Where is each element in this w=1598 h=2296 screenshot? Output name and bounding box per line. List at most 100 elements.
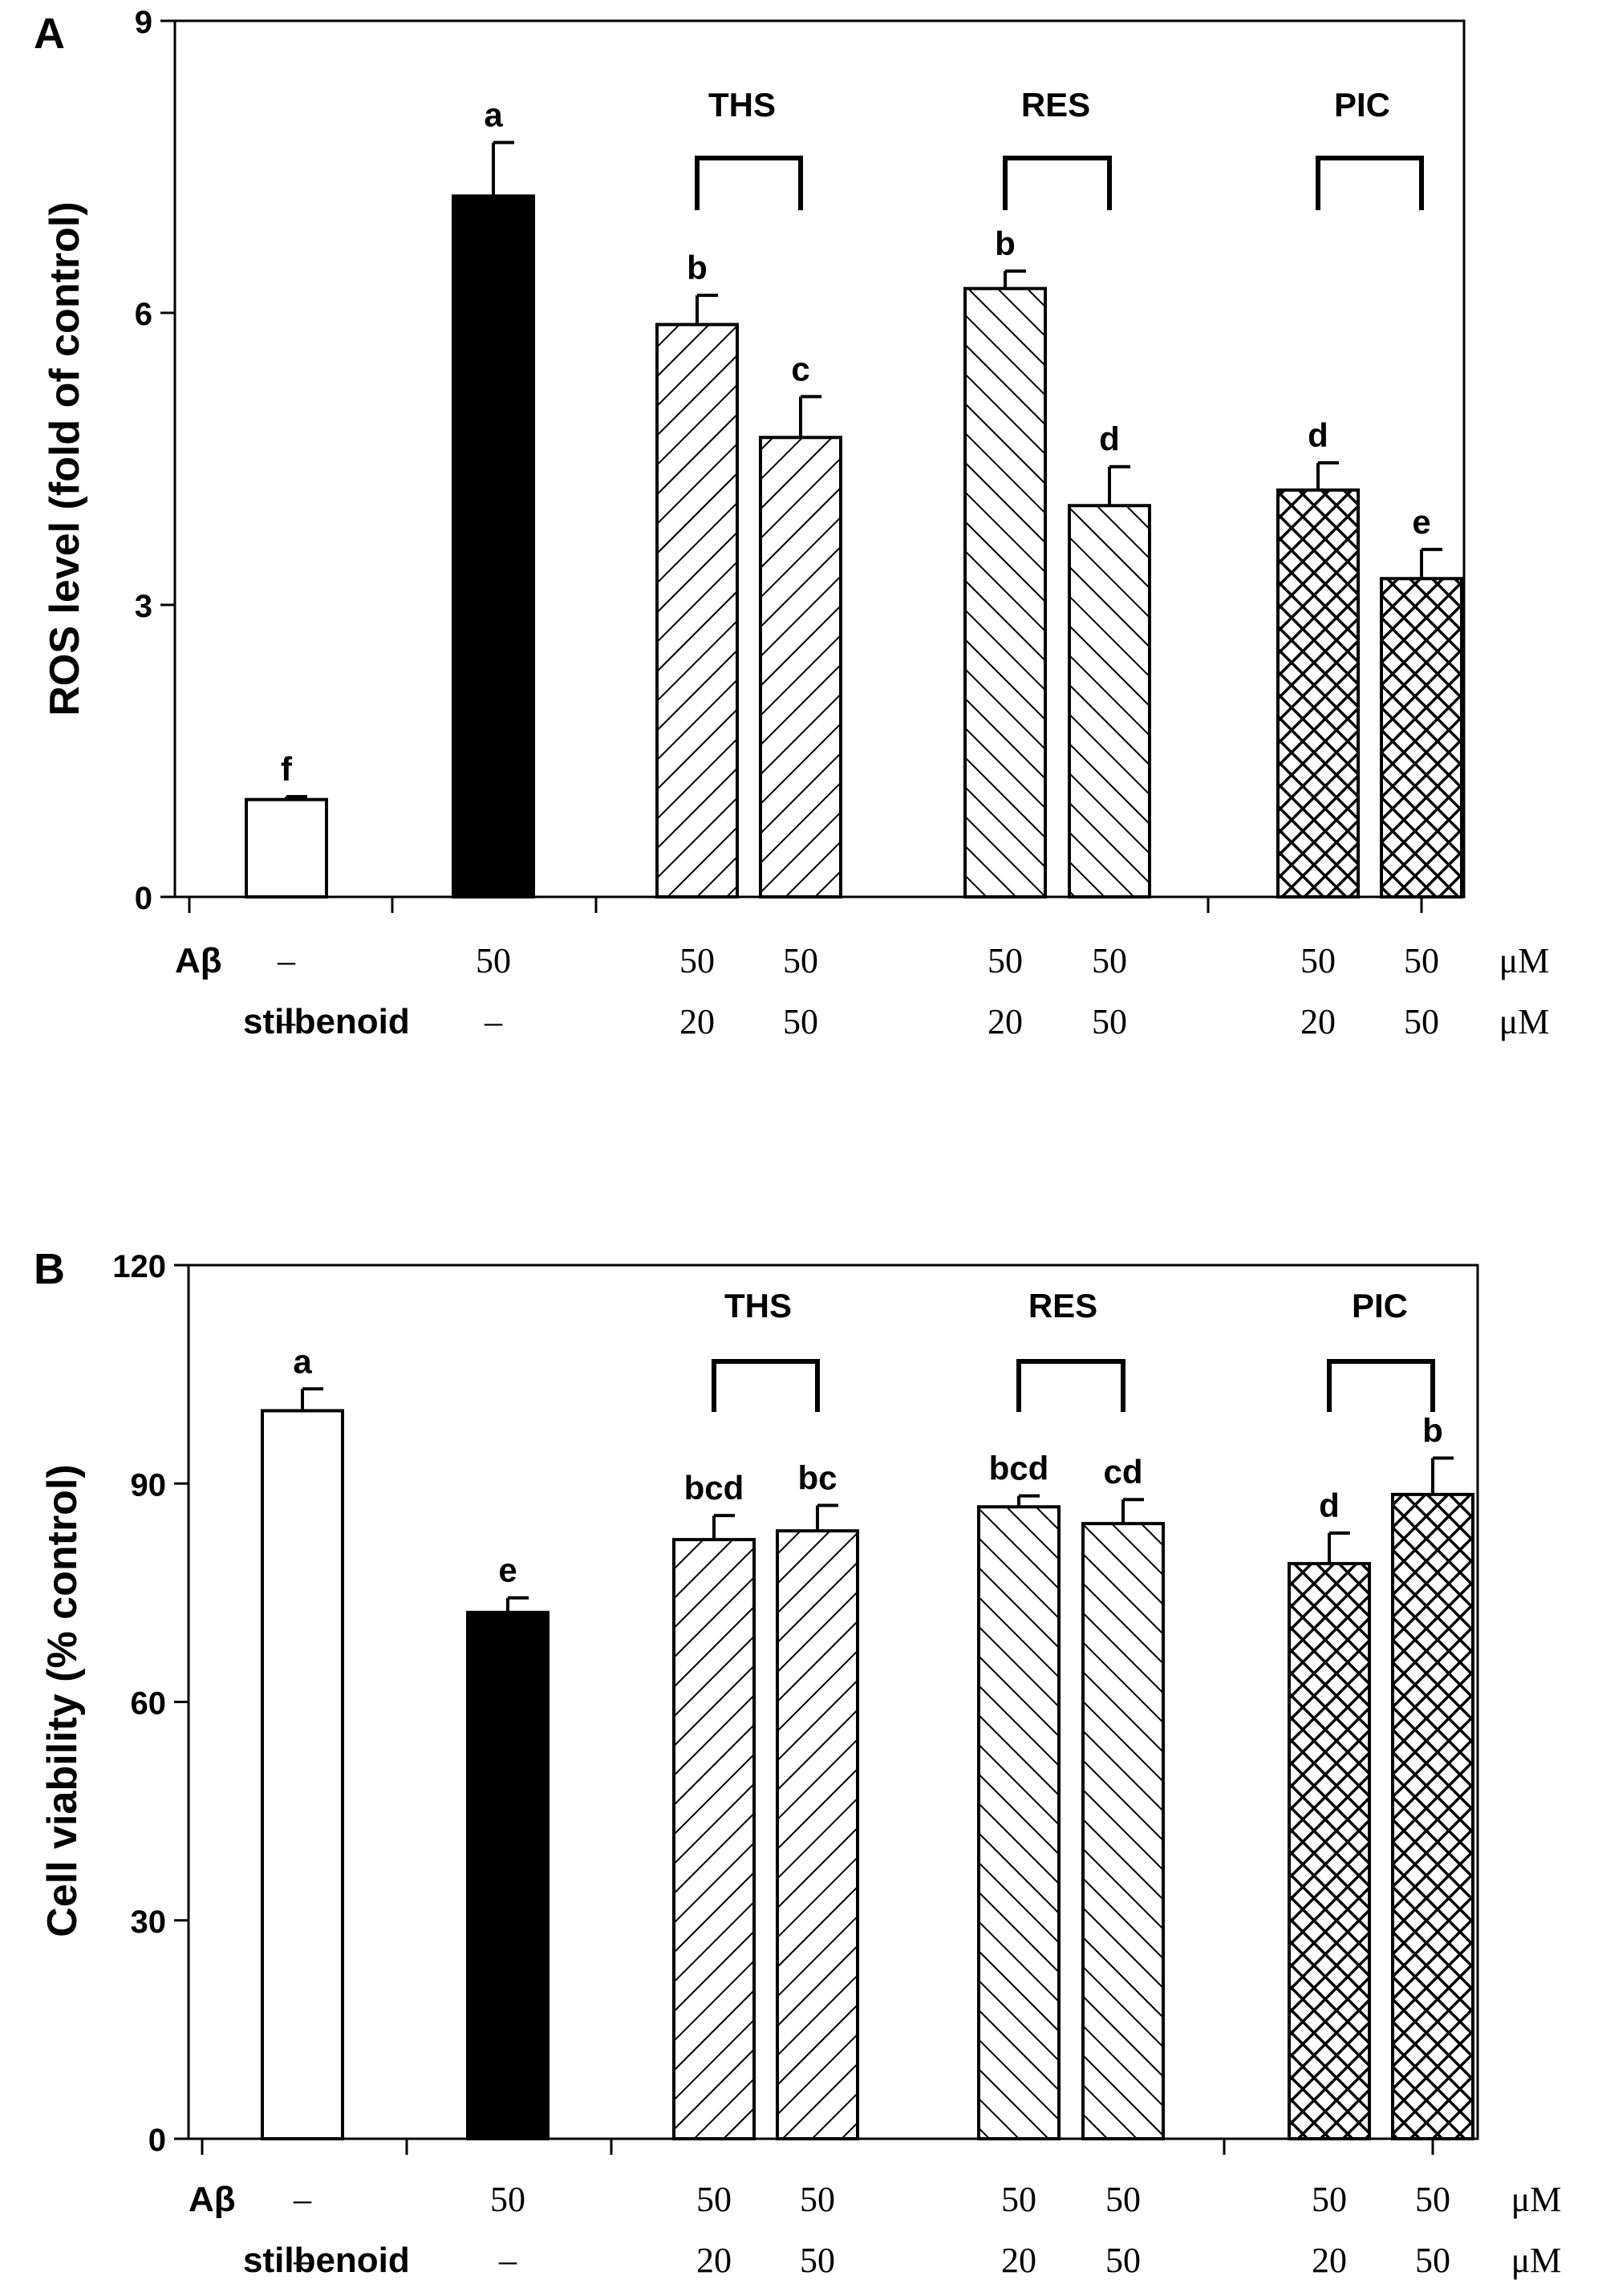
treatment-value: 20 [1300, 1002, 1336, 1041]
y-tick-label: 9 [135, 5, 152, 40]
group-label-pic: PIC [1352, 1287, 1408, 1324]
significance-letters: f a b c b d d e [281, 96, 1431, 788]
bar-2 [466, 1610, 550, 2140]
treatment-value: 50 [1415, 2241, 1450, 2280]
significance-letter-1: f [281, 750, 293, 788]
group-label-pic: PIC [1334, 86, 1390, 124]
treatment-value: 50 [783, 941, 818, 980]
panel-a: A ROS level (fold of control) 0 3 6 9 f a b c b… [34, 5, 1549, 1041]
treatment-value: – [484, 1002, 503, 1041]
y-tick-label: 60 [131, 1686, 167, 1722]
bar-5 [977, 1505, 1061, 2141]
significance-letter-7: d [1308, 416, 1328, 454]
treatment-value: 20 [1312, 2241, 1347, 2280]
y-axis-ticks: 0 3 6 9 [135, 5, 175, 916]
group-bracket-pic [1316, 156, 1424, 210]
significance-letter-7: d [1319, 1487, 1340, 1524]
treatment-value: 20 [988, 1002, 1023, 1041]
treatment-value: 20 [679, 1002, 715, 1041]
bar-1 [245, 797, 328, 899]
y-tick-label: 30 [131, 1905, 167, 1940]
error-bars [285, 140, 1442, 800]
bar-5 [963, 286, 1047, 899]
treatment-unit: μM [1511, 2241, 1562, 2280]
bar-series [261, 1409, 1474, 2141]
significance-letter-8: b [1422, 1411, 1443, 1449]
treatment-value: 50 [988, 941, 1023, 980]
treatment-value: 50 [490, 2180, 525, 2219]
significance-letters: a e bcd bc bcd cd d b [293, 1342, 1443, 1588]
bar-7 [1288, 1562, 1371, 2140]
bar-series [245, 194, 1463, 899]
significance-letter-2: e [498, 1552, 517, 1589]
error-bars [301, 1387, 1454, 1612]
treatment-value: 50 [800, 2180, 835, 2219]
group-brackets: THS RES PIC [712, 1287, 1435, 1412]
treatment-row-label: Aβ [189, 2180, 236, 2219]
y-tick-label: 0 [135, 881, 152, 916]
treatment-value: 50 [1300, 941, 1336, 980]
group-label-ths: THS [724, 1287, 792, 1324]
treatment-value: 50 [783, 1002, 818, 1041]
bar-6 [1068, 504, 1151, 899]
treatment-value: – [498, 2241, 517, 2280]
bar-8 [1391, 1492, 1474, 2141]
treatment-row-label: stilbenoid [243, 1002, 410, 1041]
significance-letter-1: a [293, 1342, 312, 1380]
significance-letter-6: d [1099, 420, 1120, 458]
y-axis-ticks: 0 30 60 90 120 [112, 1249, 189, 2158]
treatment-value: 50 [1001, 2180, 1036, 2219]
treatment-value: 50 [1312, 2180, 1347, 2219]
significance-letter-4: c [791, 350, 809, 387]
bar-4 [759, 436, 842, 899]
y-tick-label: 6 [135, 297, 152, 332]
group-bracket-pic [1327, 1359, 1435, 1412]
panel-b: B Cell viability (% control) 0306090120 … [34, 1245, 1561, 2280]
panel-label: A [34, 10, 65, 58]
treatment-value: 50 [1404, 941, 1439, 980]
significance-letter-4: bc [797, 1458, 837, 1496]
x-axis-ticks [188, 897, 1423, 913]
bar-7 [1276, 488, 1360, 899]
bar-3 [655, 322, 739, 899]
panel-label: B [34, 1245, 65, 1293]
bar-4 [776, 1529, 859, 2141]
y-tick-label: 90 [131, 1467, 167, 1503]
treatment-value: 50 [679, 941, 715, 980]
treatment-row-label: Aβ [175, 941, 222, 980]
group-bracket-ths [695, 156, 803, 210]
treatment-value: 50 [1404, 1002, 1439, 1041]
bar-1 [261, 1409, 344, 2140]
significance-letter-8: e [1412, 503, 1430, 541]
treatment-value: 50 [1092, 1002, 1127, 1041]
treatment-unit: μM [1499, 941, 1550, 980]
x-axis-ticks [201, 2139, 1434, 2155]
y-axis-title: ROS level (fold of control) [42, 201, 88, 716]
treatment-value: 20 [696, 2241, 732, 2280]
y-tick-label: 0 [148, 2123, 166, 2158]
bar-2 [452, 194, 535, 899]
group-label-res: RES [1028, 1287, 1097, 1324]
group-brackets: THS RES PIC [695, 86, 1424, 210]
treatment-value: 50 [800, 2241, 835, 2280]
significance-letter-3: bcd [684, 1469, 744, 1507]
treatment-value: 50 [1105, 2241, 1141, 2280]
group-label-res: RES [1021, 86, 1090, 124]
treatment-value: 50 [1415, 2180, 1450, 2219]
treatment-unit: μM [1499, 1002, 1550, 1041]
treatment-value: 50 [696, 2180, 732, 2219]
group-bracket-res [1016, 1359, 1125, 1412]
treatment-row-label: stilbenoid [243, 2241, 410, 2280]
treatment-value: 50 [1092, 941, 1127, 980]
treatment-unit: μM [1511, 2180, 1562, 2219]
treatment-value: – [277, 1002, 296, 1041]
significance-letter-3: b [687, 249, 708, 286]
group-label-ths: THS [708, 86, 776, 124]
treatment-value: – [293, 2241, 312, 2280]
bar-8 [1380, 577, 1463, 899]
treatment-value: – [293, 2180, 312, 2219]
significance-letter-6: cd [1103, 1453, 1142, 1491]
